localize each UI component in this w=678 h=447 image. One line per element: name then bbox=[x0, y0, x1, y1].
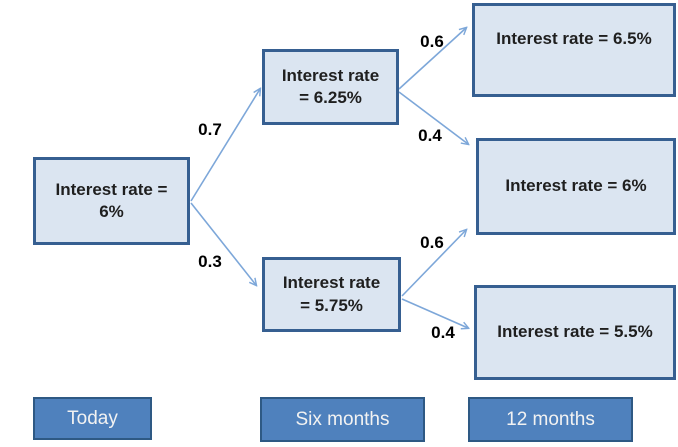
arrow-root-to-down bbox=[190, 202, 256, 285]
arrow-root-to-up bbox=[190, 89, 260, 202]
probability-up-mid: 0.4 bbox=[418, 126, 442, 145]
node-interest-rate-up: Interest rate = 6.25% bbox=[262, 49, 399, 125]
arrow-down-to-downdown bbox=[401, 298, 468, 328]
probability-root-up: 0.7 bbox=[198, 120, 222, 139]
arrow-down-to-mid bbox=[401, 230, 466, 297]
probability-root-down: 0.3 bbox=[198, 252, 222, 271]
node-interest-rate-down: Interest rate = 5.75% bbox=[262, 257, 401, 332]
timeline-label-today: Today bbox=[33, 397, 152, 440]
probability-down-down: 0.4 bbox=[431, 323, 455, 342]
node-interest-rate-down-down: Interest rate = 5.5% bbox=[474, 285, 676, 380]
node-interest-rate-mid: Interest rate = 6% bbox=[476, 138, 676, 235]
arrow-up-to-upup bbox=[398, 28, 466, 90]
timeline-label-12-months: 12 months bbox=[468, 397, 633, 442]
arrow-up-to-mid bbox=[398, 91, 468, 144]
timeline-label-six-months: Six months bbox=[260, 397, 425, 442]
probability-down-mid: 0.6 bbox=[420, 233, 444, 252]
node-interest-rate-up-up: Interest rate = 6.5% bbox=[472, 3, 676, 97]
probability-up-up: 0.6 bbox=[420, 32, 444, 51]
node-interest-rate-today: Interest rate = 6% bbox=[33, 157, 190, 245]
